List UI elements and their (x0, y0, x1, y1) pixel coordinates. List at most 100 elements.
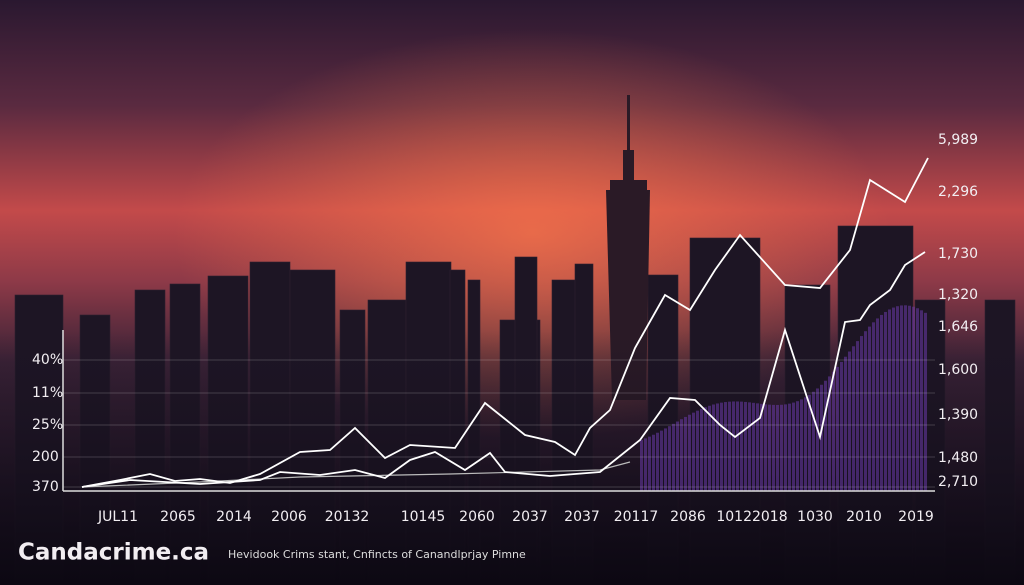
purple-bar (796, 401, 799, 491)
purple-bar (648, 436, 651, 491)
purple-bar (772, 404, 775, 491)
purple-bar (820, 384, 823, 491)
right-label: 1,480 (938, 450, 978, 466)
right-label: 5,989 (938, 132, 978, 148)
purple-bar (780, 404, 783, 491)
purple-bar (676, 421, 679, 491)
purple-bar (836, 366, 839, 491)
purple-bar (800, 399, 803, 491)
left-label: 200 (32, 449, 59, 465)
purple-bar (776, 404, 779, 491)
x-label: 2019 (898, 509, 934, 525)
purple-bar (784, 404, 787, 491)
purple-bar (848, 351, 851, 491)
purple-bar (748, 402, 751, 491)
purple-bar (640, 440, 643, 491)
caption: Hevidook Crims stant, Cnfincts of Canand… (228, 548, 526, 561)
purple-bar (880, 314, 883, 491)
purple-bar (756, 403, 759, 491)
purple-bar (644, 438, 647, 491)
purple-bar (744, 401, 747, 491)
right-label: 1,320 (938, 287, 978, 303)
purple-bar (860, 336, 863, 491)
x-label: 2037 (564, 509, 600, 525)
right-label: 2,710 (938, 474, 978, 490)
purple-bar (852, 346, 855, 491)
x-label: 2086 (670, 509, 706, 525)
purple-bar (768, 404, 771, 491)
purple-bar (812, 391, 815, 491)
purple-bar (736, 401, 739, 491)
purple-bar (752, 402, 755, 491)
purple-bar (668, 426, 671, 491)
purple-bar (696, 410, 699, 491)
x-label: 2006 (271, 509, 307, 525)
purple-bar (656, 432, 659, 491)
right-label: 1,646 (938, 319, 978, 335)
purple-bar (904, 305, 907, 491)
purple-bar (680, 419, 683, 491)
purple-bar (884, 311, 887, 491)
purple-bar (692, 412, 695, 491)
purple-bar (908, 305, 911, 491)
purple-bar (732, 401, 735, 491)
purple-bar (816, 388, 819, 491)
left-label: 40% (32, 352, 63, 368)
purple-bar (844, 356, 847, 491)
purple-bar (728, 401, 731, 491)
purple-bar (824, 380, 827, 491)
x-label: 1030 (797, 509, 833, 525)
purple-bar (716, 403, 719, 491)
purple-bar (760, 403, 763, 491)
purple-bar (920, 310, 923, 491)
purple-bar (724, 402, 727, 491)
purple-bar (688, 414, 691, 491)
purple-bar (660, 430, 663, 491)
purple-bar (704, 407, 707, 491)
purple-bar (888, 309, 891, 491)
right-label: 1,390 (938, 407, 978, 423)
purple-bar (804, 397, 807, 491)
purple-bar (912, 306, 915, 491)
x-label: 2014 (216, 509, 252, 525)
x-label: 10122018 (716, 509, 787, 525)
purple-bar (872, 322, 875, 491)
line-mid (81, 251, 926, 488)
right-label: 1,600 (938, 362, 978, 378)
purple-bar (832, 371, 835, 491)
labels: 40% 11% 25% 200 370 5,989 2,296 1,730 1,320 1,646… (32, 132, 978, 525)
purple-bar (792, 402, 795, 491)
purple-bar (876, 318, 879, 491)
purple-bar (856, 341, 859, 491)
purple-bar (788, 403, 791, 491)
purple-bar (764, 404, 767, 491)
purple-bar (828, 376, 831, 491)
purple-bar (664, 428, 667, 491)
left-label: 11% (32, 385, 63, 401)
purple-bar (924, 312, 927, 491)
x-label: 20117 (614, 509, 659, 525)
purple-bar (740, 401, 743, 491)
brand: Candacrime.ca (18, 540, 209, 566)
x-label: 2065 (160, 509, 196, 525)
x-label: 10145 (401, 509, 446, 525)
purple-bar (892, 307, 895, 491)
x-label: 2060 (459, 509, 495, 525)
right-label: 1,730 (938, 246, 978, 262)
left-label: 25% (32, 417, 63, 433)
purple-bar (868, 326, 871, 491)
x-label: JUL11 (97, 509, 138, 525)
purple-bar (896, 306, 899, 491)
x-label: 20132 (325, 509, 370, 525)
purple-bar (864, 331, 867, 491)
left-label: 370 (32, 479, 59, 495)
purple-bar (652, 434, 655, 491)
purple-bar (808, 394, 811, 491)
purple-bar (684, 416, 687, 491)
purple-bar (700, 408, 703, 491)
purple-bar (900, 305, 903, 491)
purple-bar (720, 402, 723, 491)
purple-bar (840, 361, 843, 491)
right-label: 2,296 (938, 184, 978, 200)
